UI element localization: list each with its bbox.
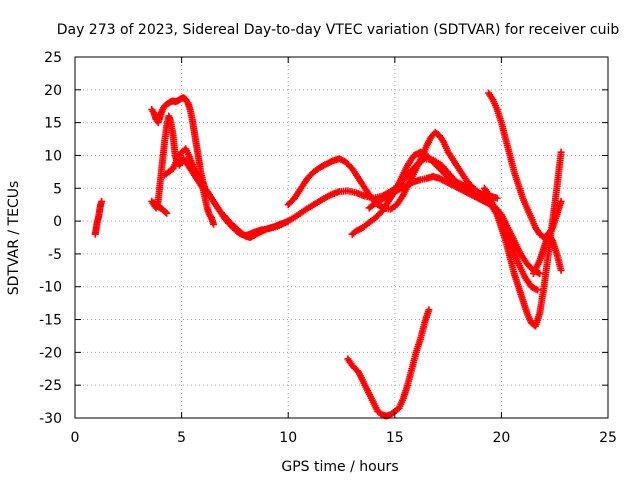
x-tick-label: 25 <box>599 430 617 446</box>
series-seg12 <box>529 230 565 278</box>
x-axis-ticks: 0 5 10 15 20 25 <box>71 57 617 446</box>
series-seg3 <box>148 112 292 241</box>
series-seg13 <box>344 306 433 420</box>
data-point <box>536 270 544 278</box>
x-tick-label: 0 <box>71 430 80 446</box>
y-tick-label: -10 <box>39 280 62 296</box>
x-tick-label: 10 <box>279 430 297 446</box>
series-seg4 <box>161 145 218 228</box>
data-point <box>557 197 565 205</box>
x-tick-label: 5 <box>177 430 186 446</box>
data-point <box>557 148 565 156</box>
series-seg1 <box>91 197 106 238</box>
data-points <box>91 89 565 420</box>
y-axis-ticks: -30 -25 -20 -15 -10 -5 0 5 10 15 20 25 <box>39 50 608 427</box>
data-point <box>210 220 218 228</box>
data-point <box>493 194 501 202</box>
data-point <box>162 208 170 216</box>
x-tick-label: 20 <box>492 430 510 446</box>
y-tick-label: 5 <box>53 181 62 197</box>
y-tick-label: 0 <box>53 214 62 230</box>
data-point <box>98 197 106 205</box>
y-tick-label: 15 <box>44 116 62 132</box>
x-tick-label: 15 <box>386 430 404 446</box>
y-tick-label: 20 <box>44 83 62 99</box>
y-tick-label: -5 <box>48 247 62 263</box>
plot-frame <box>74 56 609 419</box>
y-tick-label: -15 <box>39 313 62 329</box>
y-tick-label: -30 <box>39 411 62 427</box>
series-seg5 <box>150 199 171 217</box>
y-tick-label: -25 <box>39 378 62 394</box>
data-point <box>557 266 565 274</box>
data-point <box>163 209 171 217</box>
y-axis-label: SDTVAR / TECUs <box>6 181 22 296</box>
series-seg11 <box>480 148 565 330</box>
chart-title: Day 273 of 2023, Sidereal Day-to-day VTE… <box>57 22 620 38</box>
x-axis-label: GPS time / hours <box>281 459 398 475</box>
y-tick-label: -20 <box>39 345 62 361</box>
series-seg9 <box>365 172 495 212</box>
series-seg10 <box>485 89 565 241</box>
y-tick-label: 10 <box>44 148 62 164</box>
y-tick-label: 25 <box>44 50 62 66</box>
data-point <box>425 306 433 314</box>
